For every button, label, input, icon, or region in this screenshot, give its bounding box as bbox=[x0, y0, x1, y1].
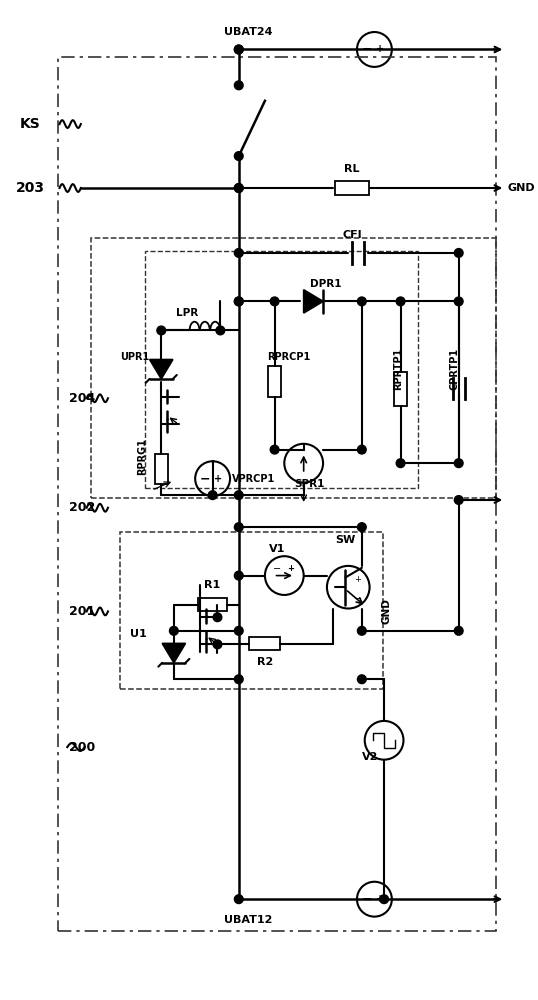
Circle shape bbox=[357, 523, 366, 531]
Text: R2: R2 bbox=[257, 657, 273, 667]
Circle shape bbox=[357, 675, 366, 684]
Circle shape bbox=[235, 45, 243, 54]
Circle shape bbox=[357, 297, 366, 306]
Circle shape bbox=[157, 326, 166, 335]
Text: +: + bbox=[376, 894, 384, 904]
Circle shape bbox=[455, 297, 463, 306]
Text: GND: GND bbox=[381, 598, 391, 624]
Circle shape bbox=[455, 626, 463, 635]
Circle shape bbox=[235, 297, 243, 306]
Circle shape bbox=[396, 297, 405, 306]
Text: −: − bbox=[272, 564, 281, 574]
Circle shape bbox=[235, 81, 243, 90]
Circle shape bbox=[235, 523, 243, 531]
Polygon shape bbox=[303, 290, 323, 313]
Circle shape bbox=[235, 626, 243, 635]
Text: GND: GND bbox=[507, 183, 535, 193]
Circle shape bbox=[235, 45, 243, 54]
Circle shape bbox=[270, 297, 279, 306]
Bar bbox=[145, 251, 418, 488]
Text: 200: 200 bbox=[69, 741, 95, 754]
Text: SPR1: SPR1 bbox=[294, 479, 324, 489]
Text: KS: KS bbox=[20, 117, 41, 131]
Text: DPR1: DPR1 bbox=[310, 279, 342, 289]
Circle shape bbox=[270, 445, 279, 454]
Circle shape bbox=[235, 571, 243, 580]
Bar bbox=[268, 366, 281, 397]
Text: VPRCP1: VPRCP1 bbox=[232, 474, 275, 484]
Text: CPRTP1: CPRTP1 bbox=[449, 348, 459, 390]
Text: R1: R1 bbox=[204, 580, 221, 590]
Text: CFI: CFI bbox=[342, 230, 362, 240]
Circle shape bbox=[235, 491, 243, 500]
Text: RL: RL bbox=[344, 164, 360, 174]
Bar bbox=[335, 181, 369, 195]
Bar bbox=[198, 598, 227, 611]
Text: +: + bbox=[214, 474, 223, 484]
Text: RPRG1: RPRG1 bbox=[137, 438, 147, 475]
Circle shape bbox=[216, 326, 225, 335]
Text: V1: V1 bbox=[270, 544, 286, 554]
Text: +: + bbox=[376, 44, 384, 54]
Circle shape bbox=[235, 249, 243, 257]
Circle shape bbox=[235, 895, 243, 904]
Text: 201: 201 bbox=[69, 605, 95, 618]
Polygon shape bbox=[162, 643, 186, 663]
Circle shape bbox=[208, 491, 217, 500]
Text: SW: SW bbox=[335, 535, 356, 545]
Bar bbox=[250, 637, 280, 650]
Text: RPRCP1: RPRCP1 bbox=[267, 352, 310, 362]
Text: −: − bbox=[362, 893, 372, 906]
Circle shape bbox=[357, 445, 366, 454]
Circle shape bbox=[213, 613, 222, 622]
Text: LPR: LPR bbox=[176, 308, 199, 318]
Text: 204: 204 bbox=[69, 392, 95, 405]
Bar bbox=[58, 57, 495, 931]
Circle shape bbox=[380, 895, 388, 904]
Text: −: − bbox=[200, 472, 210, 485]
Circle shape bbox=[455, 459, 463, 468]
Bar bbox=[394, 372, 407, 406]
Text: 203: 203 bbox=[16, 181, 45, 195]
Circle shape bbox=[169, 626, 178, 635]
Text: UBAT24: UBAT24 bbox=[224, 27, 273, 37]
Circle shape bbox=[455, 496, 463, 504]
Text: UBAT12: UBAT12 bbox=[224, 915, 273, 925]
Circle shape bbox=[357, 626, 366, 635]
Text: UPR1: UPR1 bbox=[121, 352, 150, 362]
Text: 202: 202 bbox=[69, 501, 95, 514]
Bar bbox=[119, 532, 383, 689]
Circle shape bbox=[235, 184, 243, 192]
Text: −: − bbox=[354, 594, 362, 604]
Text: RPRTP1: RPRTP1 bbox=[393, 348, 403, 390]
Circle shape bbox=[235, 152, 243, 160]
Circle shape bbox=[235, 184, 243, 192]
Polygon shape bbox=[150, 360, 173, 379]
Bar bbox=[90, 238, 495, 498]
Text: +: + bbox=[288, 564, 295, 573]
Text: +: + bbox=[355, 575, 362, 584]
Bar bbox=[155, 454, 167, 484]
Circle shape bbox=[396, 459, 405, 468]
Circle shape bbox=[455, 249, 463, 257]
Circle shape bbox=[235, 297, 243, 306]
Circle shape bbox=[235, 675, 243, 684]
Text: −: − bbox=[362, 43, 372, 56]
Circle shape bbox=[213, 640, 222, 649]
Text: U1: U1 bbox=[130, 629, 147, 639]
Text: V2: V2 bbox=[362, 752, 378, 762]
